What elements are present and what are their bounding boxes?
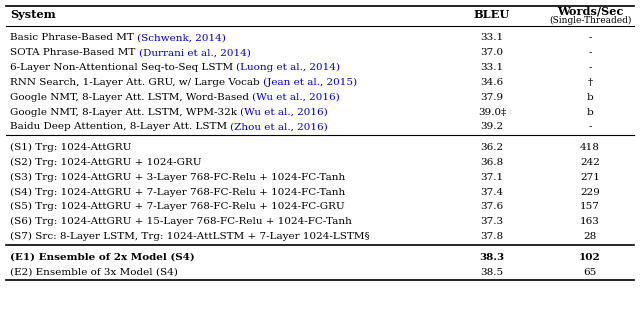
Text: (S2) Trg: 1024-AttGRU + 1024-GRU: (S2) Trg: 1024-AttGRU + 1024-GRU bbox=[10, 158, 202, 167]
Text: Google NMT, 8-Layer Att. LSTM, Word-Based: Google NMT, 8-Layer Att. LSTM, Word-Base… bbox=[10, 93, 252, 102]
Text: 163: 163 bbox=[580, 217, 600, 226]
Text: (Zhou et al., 2016): (Zhou et al., 2016) bbox=[230, 122, 328, 131]
Text: (S3) Trg: 1024-AttGRU + 3-Layer 768-FC-Relu + 1024-FC-Tanh: (S3) Trg: 1024-AttGRU + 3-Layer 768-FC-R… bbox=[10, 173, 345, 182]
Text: (Wu et al., 2016): (Wu et al., 2016) bbox=[240, 108, 328, 117]
Text: 37.9: 37.9 bbox=[481, 93, 504, 102]
Text: SOTA Phrase-Based MT: SOTA Phrase-Based MT bbox=[10, 48, 139, 57]
Text: 418: 418 bbox=[580, 143, 600, 152]
Text: 28: 28 bbox=[584, 232, 596, 241]
Text: BLEU: BLEU bbox=[474, 9, 510, 20]
Text: (Single-Threaded): (Single-Threaded) bbox=[549, 15, 631, 25]
Text: (Luong et al., 2014): (Luong et al., 2014) bbox=[236, 63, 340, 72]
Text: 271: 271 bbox=[580, 173, 600, 182]
Text: 37.3: 37.3 bbox=[481, 217, 504, 226]
Text: 34.6: 34.6 bbox=[481, 78, 504, 87]
Text: (S6) Trg: 1024-AttGRU + 15-Layer 768-FC-Relu + 1024-FC-Tanh: (S6) Trg: 1024-AttGRU + 15-Layer 768-FC-… bbox=[10, 217, 352, 226]
Text: -: - bbox=[588, 63, 592, 72]
Text: 39.0‡: 39.0‡ bbox=[478, 108, 506, 117]
Text: 38.5: 38.5 bbox=[481, 268, 504, 277]
Text: †: † bbox=[588, 78, 593, 87]
Text: (Wu et al., 2016): (Wu et al., 2016) bbox=[252, 93, 340, 102]
Text: (Jean et al., 2015): (Jean et al., 2015) bbox=[263, 78, 357, 87]
Text: (Schwenk, 2014): (Schwenk, 2014) bbox=[137, 33, 226, 42]
Text: System: System bbox=[10, 9, 56, 20]
Text: 39.2: 39.2 bbox=[481, 122, 504, 131]
Text: b: b bbox=[587, 93, 593, 102]
Text: (S4) Trg: 1024-AttGRU + 7-Layer 768-FC-Relu + 1024-FC-Tanh: (S4) Trg: 1024-AttGRU + 7-Layer 768-FC-R… bbox=[10, 187, 345, 197]
Text: 37.8: 37.8 bbox=[481, 232, 504, 241]
Text: -: - bbox=[588, 33, 592, 42]
Text: 37.4: 37.4 bbox=[481, 187, 504, 196]
Text: 102: 102 bbox=[579, 253, 601, 262]
Text: 33.1: 33.1 bbox=[481, 33, 504, 42]
Text: -: - bbox=[588, 48, 592, 57]
Text: (E2) Ensemble of 3x Model (S4): (E2) Ensemble of 3x Model (S4) bbox=[10, 268, 178, 277]
Text: 157: 157 bbox=[580, 202, 600, 211]
Text: 36.8: 36.8 bbox=[481, 158, 504, 167]
Text: (Durrani et al., 2014): (Durrani et al., 2014) bbox=[139, 48, 250, 57]
Text: 38.3: 38.3 bbox=[479, 253, 504, 262]
Text: Google NMT, 8-Layer Att. LSTM, WPM-32k: Google NMT, 8-Layer Att. LSTM, WPM-32k bbox=[10, 108, 240, 117]
Text: 37.0: 37.0 bbox=[481, 48, 504, 57]
Text: 37.1: 37.1 bbox=[481, 173, 504, 182]
Text: (S5) Trg: 1024-AttGRU + 7-Layer 768-FC-Relu + 1024-FC-GRU: (S5) Trg: 1024-AttGRU + 7-Layer 768-FC-R… bbox=[10, 202, 344, 211]
Text: RNN Search, 1-Layer Att. GRU, w/ Large Vocab: RNN Search, 1-Layer Att. GRU, w/ Large V… bbox=[10, 78, 263, 87]
Text: 33.1: 33.1 bbox=[481, 63, 504, 72]
Text: Words/Sec: Words/Sec bbox=[557, 5, 623, 16]
Text: 242: 242 bbox=[580, 158, 600, 167]
Text: (E1) Ensemble of 2x Model (S4): (E1) Ensemble of 2x Model (S4) bbox=[10, 253, 195, 262]
Text: (S1) Trg: 1024-AttGRU: (S1) Trg: 1024-AttGRU bbox=[10, 143, 131, 152]
Text: 6-Layer Non-Attentional Seq-to-Seq LSTM: 6-Layer Non-Attentional Seq-to-Seq LSTM bbox=[10, 63, 236, 72]
Text: -: - bbox=[588, 122, 592, 131]
Text: 37.6: 37.6 bbox=[481, 202, 504, 211]
Text: (S7) Src: 8-Layer LSTM, Trg: 1024-AttLSTM + 7-Layer 1024-LSTM§: (S7) Src: 8-Layer LSTM, Trg: 1024-AttLST… bbox=[10, 232, 370, 241]
Text: Basic Phrase-Based MT: Basic Phrase-Based MT bbox=[10, 33, 137, 42]
Text: 229: 229 bbox=[580, 187, 600, 196]
Text: 65: 65 bbox=[584, 268, 596, 277]
Text: Baidu Deep Attention, 8-Layer Att. LSTM: Baidu Deep Attention, 8-Layer Att. LSTM bbox=[10, 122, 230, 131]
Text: 36.2: 36.2 bbox=[481, 143, 504, 152]
Text: b: b bbox=[587, 108, 593, 117]
